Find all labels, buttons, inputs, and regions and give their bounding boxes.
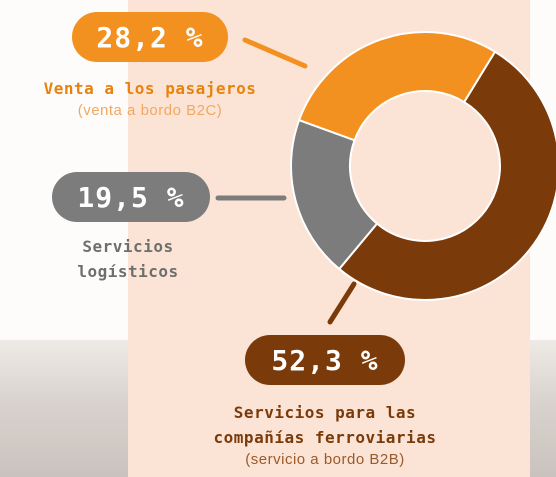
- category-label: Servicios para las compañías ferroviaria…: [213, 403, 437, 447]
- connector: [242, 37, 308, 69]
- category-label: Venta a los pasajeros: [43, 79, 257, 98]
- value-badge: 28,2 %: [72, 12, 228, 62]
- value-badge: 52,3 %: [245, 335, 405, 385]
- value-badge: 19,5 %: [52, 172, 210, 222]
- category-subtitle: (venta a bordo B2C): [77, 102, 223, 119]
- donut: [290, 31, 556, 301]
- category-subtitle: (servicio a bordo B2B): [245, 451, 405, 468]
- donut-segment: [337, 50, 556, 301]
- category-label: Servicios logísticos: [77, 237, 179, 281]
- donut-segment: [297, 31, 497, 142]
- connector: [327, 281, 357, 325]
- donut-segment: [290, 118, 379, 271]
